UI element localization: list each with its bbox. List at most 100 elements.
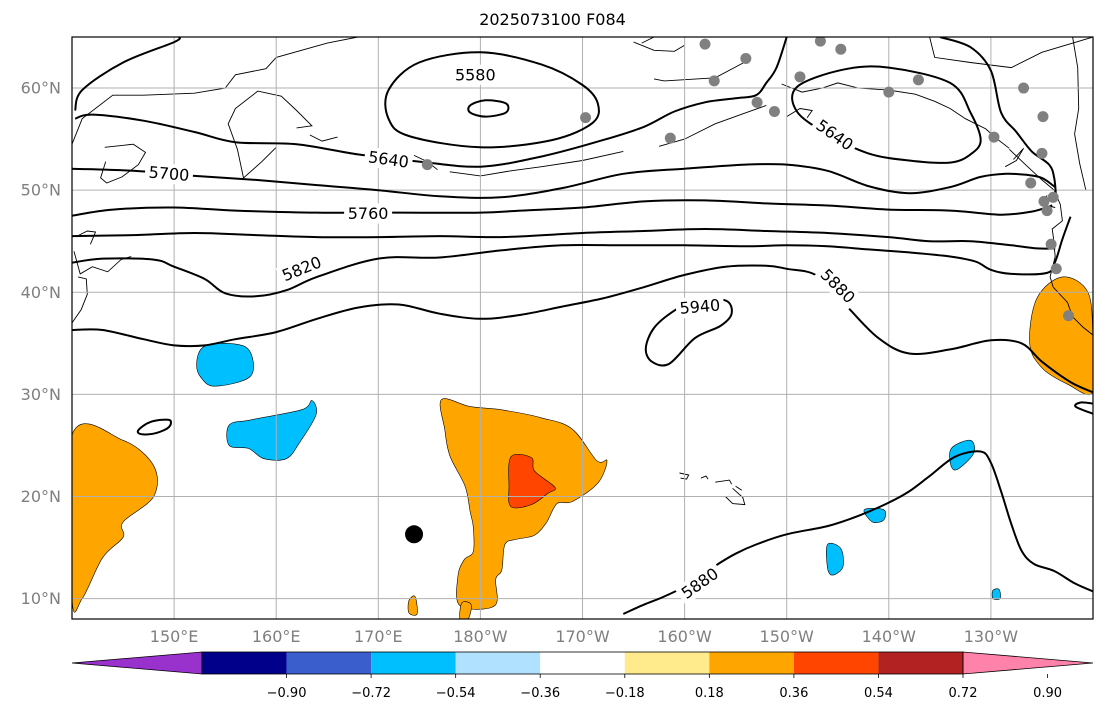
anomaly-region: [508, 453, 556, 509]
coastline: [449, 150, 624, 177]
station-dot: [1041, 205, 1053, 217]
colorbar-bin: [371, 652, 456, 674]
height-contour: [72, 199, 1053, 217]
station-dot: [768, 106, 780, 118]
colorbar-bin: [878, 652, 963, 674]
contour-label-backing: [144, 161, 194, 186]
longitude-tick-label: 150°W: [760, 627, 815, 646]
station-dot: [1047, 191, 1059, 203]
station-dot: [699, 38, 711, 50]
colorbar-tick-label: −0.18: [605, 686, 645, 701]
contour-layer: [72, 37, 1093, 615]
contour-label-group: 5760: [344, 203, 393, 224]
height-contour: [74, 37, 788, 168]
height-contour: [72, 264, 1093, 394]
station-dot: [580, 112, 592, 124]
contour-label-backing: [813, 262, 862, 311]
contour-label-backing: [451, 64, 500, 85]
coastline: [227, 90, 313, 179]
colorbar-bin: [540, 652, 625, 674]
longitude-tick-label: 170°E: [354, 627, 403, 646]
colorbar-tick-label: −0.36: [520, 686, 560, 701]
station-dot: [794, 71, 806, 83]
anomaly-region: [459, 601, 472, 619]
anomaly-region: [226, 400, 317, 461]
coastline: [72, 276, 88, 324]
colorbar-bin: [624, 652, 710, 674]
height-contour: [384, 51, 600, 149]
latitude-tick-label: 10°N: [21, 589, 61, 608]
colorbar-extend-low: [71, 651, 203, 675]
coastline: [633, 41, 685, 52]
height-contour: [1074, 401, 1093, 415]
coastline: [725, 487, 746, 506]
coastline: [653, 61, 747, 82]
colorbar-bin: [202, 652, 287, 674]
colorbar-bin: [455, 652, 541, 674]
longitude-tick-label: 170°W: [555, 627, 610, 646]
coastline: [1072, 37, 1087, 191]
contour-label-backing: [275, 250, 328, 288]
station-dot: [1018, 82, 1030, 94]
contour-label: 5700: [148, 163, 190, 185]
longitude-tick-label: 180°W: [453, 627, 508, 646]
station-dot: [912, 74, 924, 86]
center-marker-layer: [405, 525, 424, 544]
station-dot: [814, 37, 826, 47]
height-contour: [467, 99, 510, 118]
contour-label-backing: [363, 146, 414, 173]
height-contour: [74, 37, 181, 111]
coastline: [1004, 147, 1024, 168]
latitude-tick-label: 40°N: [21, 283, 61, 302]
colorbar-frame: [201, 651, 964, 675]
station-dot: [740, 52, 752, 64]
coastline: [658, 104, 767, 147]
contour-label-group: 5940: [675, 294, 725, 319]
contour-label-backing: [675, 294, 725, 319]
height-contour: [644, 298, 733, 367]
coastline: [735, 485, 743, 491]
contour-label-backing: [344, 203, 393, 224]
contour-label-group: 5640: [363, 146, 414, 173]
contour-label-backing: [809, 113, 861, 157]
height-contour: [72, 216, 1072, 298]
station-dot: [1025, 177, 1037, 189]
height-contour: [72, 228, 1056, 250]
coastline: [715, 479, 733, 485]
longitude-tick-label: 150°E: [150, 627, 199, 646]
height-contour: [136, 418, 172, 436]
latitude-tick-label: 50°N: [21, 181, 61, 200]
colorbar-tick-label: −0.72: [351, 686, 391, 701]
station-dot: [883, 86, 895, 98]
colorbar-extend-high: [962, 651, 1094, 675]
longitude-tick-label: 160°E: [252, 627, 301, 646]
colorbar-tick-label: 0.36: [779, 686, 808, 701]
height-contour: [72, 163, 1056, 199]
coastline: [641, 37, 655, 44]
circulation-center-marker: [405, 525, 424, 544]
latitude-tick-label: 60°N: [21, 79, 61, 98]
colorbar-tick-label: 0.18: [695, 686, 724, 701]
axis-tick-layer: 60°N 50°N 40°N 30°N 20°N 10°N 150°E 160°E 170°E 1…: [21, 79, 1019, 646]
station-dot: [664, 132, 676, 144]
gridline-layer: [72, 37, 1093, 619]
station-dot: [751, 96, 763, 108]
anomaly-region: [196, 342, 254, 387]
station-dot: [1062, 310, 1074, 322]
station-dot: [1050, 263, 1062, 275]
station-dot: [708, 75, 720, 87]
anomaly-region: [407, 595, 418, 616]
colorbar: −0.90 −0.72 −0.54 −0.36 −0.18 0.18 0.36 0.54 0.7…: [71, 651, 1094, 701]
station-dot: [1037, 111, 1049, 123]
colorbar-tick-label: −0.90: [267, 686, 307, 701]
map-title: 2025073100 F084: [479, 10, 626, 29]
station-dot: [988, 131, 1000, 143]
latitude-tick-label: 30°N: [21, 385, 61, 404]
station-layer: [421, 37, 1074, 322]
station-dot: [1045, 238, 1057, 250]
longitude-tick-label: 130°W: [964, 627, 1019, 646]
coastline: [309, 134, 338, 142]
colorbar-bin: [793, 652, 879, 674]
longitude-tick-label: 160°W: [657, 627, 712, 646]
station-dot: [835, 43, 847, 55]
